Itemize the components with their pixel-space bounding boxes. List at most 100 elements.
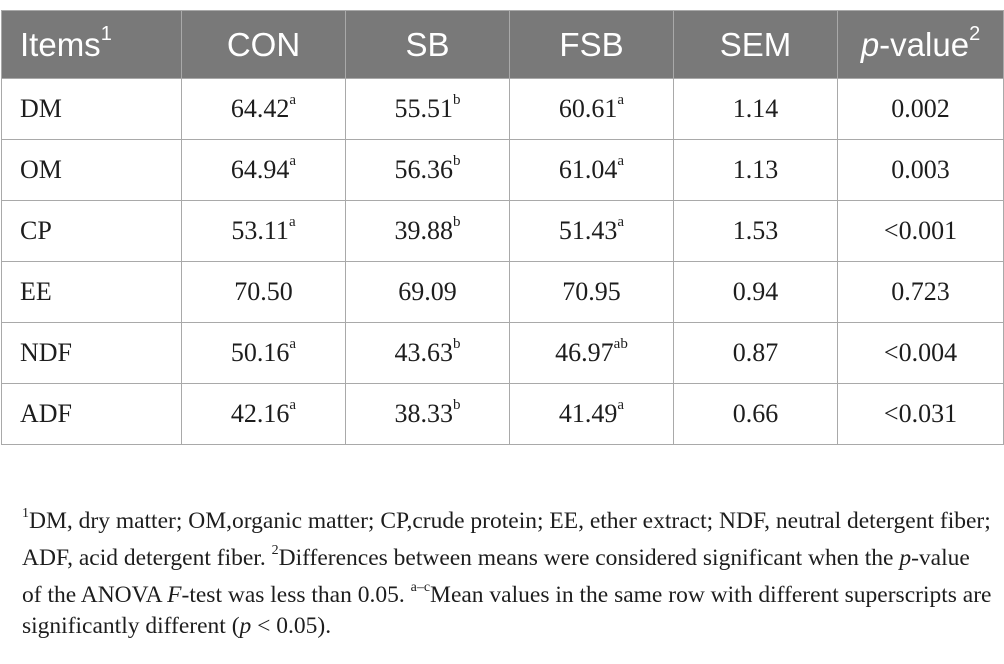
column-header: SEM: [673, 10, 838, 79]
footnote-text-2c: -test was less than 0.05.: [181, 581, 411, 608]
cell-superscript: b: [453, 214, 461, 231]
table-cell: 43.63b: [345, 322, 510, 384]
table-row: OM 64.94a 56.36b 61.04a 1.13 0.003: [1, 139, 1004, 201]
table-cell: 69.09: [345, 261, 510, 323]
cell-value: 43.63: [394, 338, 454, 367]
table-cell: 0.66: [673, 383, 838, 445]
cell-value: 55.51: [394, 94, 454, 123]
table-cell: 64.42a: [181, 78, 346, 140]
cell-value: <0.004: [883, 338, 958, 367]
header-row: Items1 CON SB FSB SEM p-value2: [1, 10, 1004, 79]
column-header-label: Items: [20, 25, 101, 63]
footnote-mark-2: 2: [271, 542, 279, 558]
cell-value: <0.001: [883, 216, 958, 245]
footnote-f-symbol: F: [167, 581, 182, 608]
footnote-p-symbol-2: p: [239, 613, 252, 640]
table-cell: 70.95: [509, 261, 674, 323]
table-cell: 42.16a: [181, 383, 346, 445]
table-cell: 0.94: [673, 261, 838, 323]
table-row: EE 70.50 69.09 70.95 0.94 0.723: [1, 261, 1004, 323]
table-cell: 64.94a: [181, 139, 346, 201]
footnote-text-2b: -value of the ANOVA: [22, 544, 970, 608]
cell-value: 39.88: [394, 216, 454, 245]
cell-superscript: a: [289, 153, 297, 170]
table-cell: <0.031: [837, 383, 1004, 445]
cell-value: 56.36: [394, 155, 454, 184]
row-label-cell: NDF: [1, 322, 182, 384]
cell-value: 38.33: [394, 399, 454, 428]
cell-value: 0.87: [732, 338, 779, 367]
footnote-text-2a: Differences between means were considere…: [278, 544, 900, 571]
table-cell: <0.004: [837, 322, 1004, 384]
cell-value: 53.11: [231, 216, 289, 245]
row-label: ADF: [20, 399, 73, 428]
row-label: DM: [20, 94, 62, 123]
cell-superscript: a: [289, 92, 297, 109]
cell-value: 0.003: [891, 155, 950, 184]
cell-superscript: b: [453, 336, 461, 353]
table-cell: 39.88b: [345, 200, 510, 262]
cell-value: 64.94: [230, 155, 290, 184]
row-label-cell: EE: [1, 261, 182, 323]
row-label: OM: [20, 155, 62, 184]
cell-value: 0.94: [732, 277, 779, 306]
footnote-text-3b: < 0.05).: [251, 613, 332, 640]
footnote-mark-1: 1: [22, 506, 29, 521]
table-cell: 55.51b: [345, 78, 510, 140]
column-header-label: FSB: [559, 25, 624, 63]
cell-value: 70.95: [562, 277, 621, 306]
cell-value: 69.09: [398, 277, 457, 306]
table-cell: 1.13: [673, 139, 838, 201]
table-cell: 38.33b: [345, 383, 510, 445]
column-header-footnote-mark: 2: [969, 22, 981, 45]
cell-value: 0.002: [891, 94, 950, 123]
row-label-cell: ADF: [1, 383, 182, 445]
row-label-cell: CP: [1, 200, 182, 262]
table-cell: 0.87: [673, 322, 838, 384]
cell-value: 50.16: [230, 338, 290, 367]
table-cell: 51.43a: [509, 200, 674, 262]
cell-value: 1.14: [732, 94, 779, 123]
table-cell: 50.16a: [181, 322, 346, 384]
table-cell: 41.49a: [509, 383, 674, 445]
row-label-cell: OM: [1, 139, 182, 201]
column-header-label: SEM: [719, 25, 792, 63]
cell-superscript: a: [617, 214, 625, 231]
table-row: CP 53.11a 39.88b 51.43a 1.53 <0.001: [1, 200, 1004, 262]
cell-superscript: a: [617, 92, 625, 109]
results-table: Items1 CON SB FSB SEM p-value2 DM 64.42a 55.51b…: [1, 10, 1004, 445]
footnote-p-symbol: p: [899, 544, 912, 571]
table-cell: 56.36b: [345, 139, 510, 201]
cell-value: <0.031: [883, 399, 958, 428]
cell-superscript: a: [289, 336, 297, 353]
cell-superscript: a: [289, 397, 297, 414]
table-row: NDF 50.16a 43.63b 46.97ab 0.87 <0.004: [1, 322, 1004, 384]
table-row: ADF 42.16a 38.33b 41.49a 0.66 <0.031: [1, 383, 1004, 445]
table-cell: 0.003: [837, 139, 1004, 201]
cell-value: 0.66: [732, 399, 779, 428]
cell-value: 51.43: [558, 216, 618, 245]
cell-superscript: ab: [613, 336, 628, 353]
cell-superscript: a: [617, 153, 625, 170]
table-cell: 70.50: [181, 261, 346, 323]
cell-value: 0.723: [891, 277, 950, 306]
footnote-text-1: DM, dry matter; OM,organic matter; CP,cr…: [22, 507, 991, 571]
cell-value: 41.49: [558, 399, 618, 428]
column-header-label: CON: [226, 25, 301, 63]
cell-value: 70.50: [234, 277, 293, 306]
column-header: SB: [345, 10, 510, 79]
table-cell: 0.723: [837, 261, 1004, 323]
table-body: DM 64.42a 55.51b 60.61a 1.14 0.002 OM 64.94a 56.…: [1, 78, 1004, 445]
footnote-mark-3: a–c: [410, 579, 431, 595]
cell-value: 46.97: [555, 338, 614, 367]
cell-superscript: b: [453, 92, 461, 109]
cell-value: 1.13: [732, 155, 779, 184]
table-header: Items1 CON SB FSB SEM p-value2: [1, 10, 1004, 79]
column-header-italic: p: [860, 25, 880, 63]
row-label-cell: DM: [1, 78, 182, 140]
cell-value: 60.61: [558, 94, 618, 123]
table-cell: 61.04a: [509, 139, 674, 201]
table-cell: 46.97ab: [509, 322, 674, 384]
cell-value: 42.16: [230, 399, 290, 428]
cell-superscript: a: [288, 214, 296, 231]
